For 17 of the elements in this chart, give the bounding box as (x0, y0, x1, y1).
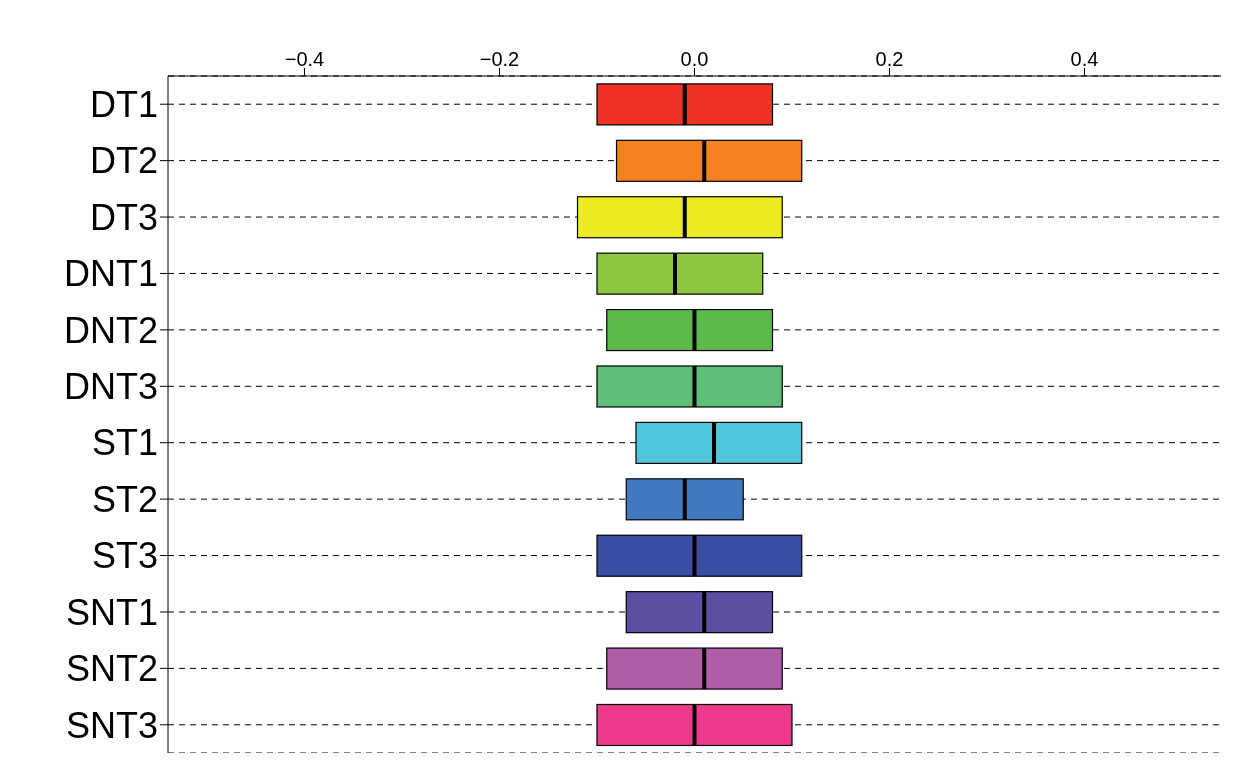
x-tick-label: 0.4 (1070, 48, 1099, 70)
x-tick-label: −0.2 (479, 48, 520, 70)
y-tick-label: ST2 (91, 478, 158, 520)
y-tick-label: DT1 (89, 83, 158, 125)
x-tick-label: 0.2 (875, 48, 904, 70)
y-tick-label: ST1 (91, 422, 158, 464)
y-tick-label: DT3 (89, 196, 158, 238)
y-tick-label: DT2 (89, 140, 158, 182)
y-tick-label: ST3 (91, 535, 158, 577)
x-tick-label: 0.0 (680, 48, 709, 70)
y-tick-label: DNT3 (63, 366, 158, 408)
y-tick-label: SNT2 (65, 648, 158, 690)
x-tick-label: −0.4 (284, 48, 325, 70)
y-tick-label: SNT3 (65, 704, 158, 746)
y-tick-label: DNT1 (63, 253, 158, 295)
y-tick-label: DNT2 (63, 309, 158, 351)
y-tick-label: SNT1 (65, 591, 158, 633)
